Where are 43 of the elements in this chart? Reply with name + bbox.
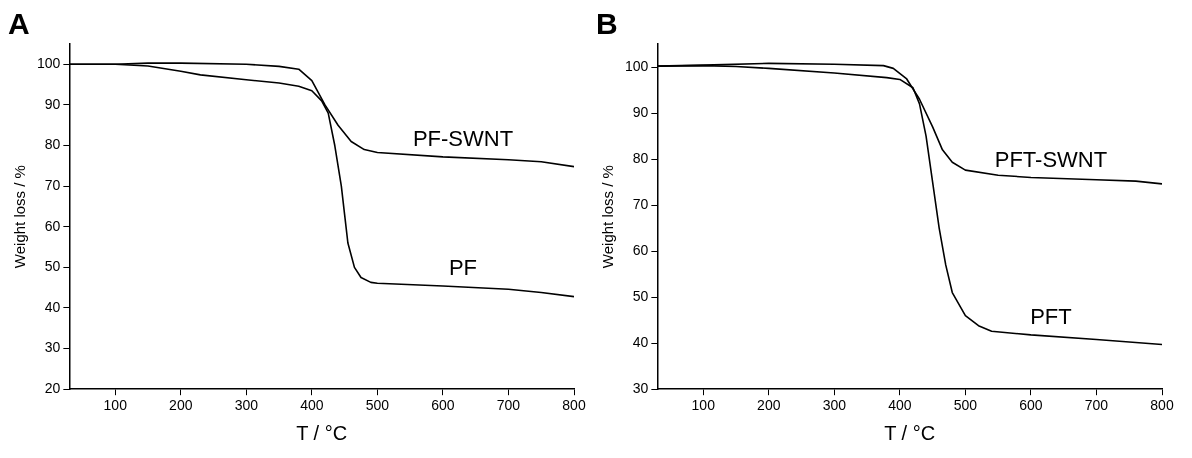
y-tick-label: 80 [632, 149, 649, 166]
y-tick-label: 80 [44, 136, 61, 153]
x-tick-label: 500 [365, 397, 390, 414]
x-tick-label: 200 [757, 397, 781, 414]
series-label: PFT [1030, 303, 1072, 329]
y-axis-title: Weight loss / % [11, 165, 29, 269]
y-tick-label: 90 [44, 95, 61, 112]
y-tick-label: 40 [44, 298, 61, 315]
series-label: PFT-SWNT [994, 146, 1108, 172]
x-tick-label: 400 [300, 397, 324, 414]
y-tick-label: 40 [632, 334, 649, 351]
x-tick-label: 800 [1150, 397, 1174, 414]
series-label: PF [448, 255, 478, 281]
series-label: PF-SWNT [412, 125, 514, 151]
y-axis-title: Weight loss / % [599, 165, 617, 269]
y-tick-label: 20 [44, 380, 61, 397]
y-tick-label: 30 [632, 380, 649, 397]
chart-title: B [596, 7, 618, 41]
y-tick-label: 100 [625, 57, 649, 74]
x-tick-label: 600 [431, 397, 455, 414]
y-tick-label: 70 [44, 177, 61, 193]
y-tick-label: 50 [632, 288, 649, 305]
y-tick-label: 90 [632, 103, 649, 120]
x-tick-label: 400 [888, 397, 912, 414]
y-tick-label: 60 [44, 217, 61, 234]
x-tick-label: 600 [1019, 397, 1043, 414]
x-tick-label: 700 [1084, 397, 1109, 414]
x-axis-title: T / °C [884, 421, 936, 444]
x-tick-label: 800 [562, 397, 586, 414]
chart-title: A [8, 7, 30, 41]
y-tick-label: 60 [632, 241, 649, 258]
y-tick-label: 50 [44, 258, 61, 275]
x-tick-label: 100 [691, 397, 716, 414]
y-tick-label: 100 [37, 55, 61, 72]
y-tick-label: 70 [632, 195, 649, 212]
x-tick-label: 500 [953, 397, 978, 414]
x-tick-label: 100 [103, 397, 128, 414]
x-tick-label: 200 [169, 397, 193, 414]
x-tick-label: 300 [234, 397, 259, 414]
x-tick-label: 300 [822, 397, 847, 414]
x-tick-label: 700 [496, 397, 521, 414]
x-axis-title: T / °C [296, 421, 348, 444]
y-tick-label: 30 [44, 339, 61, 356]
